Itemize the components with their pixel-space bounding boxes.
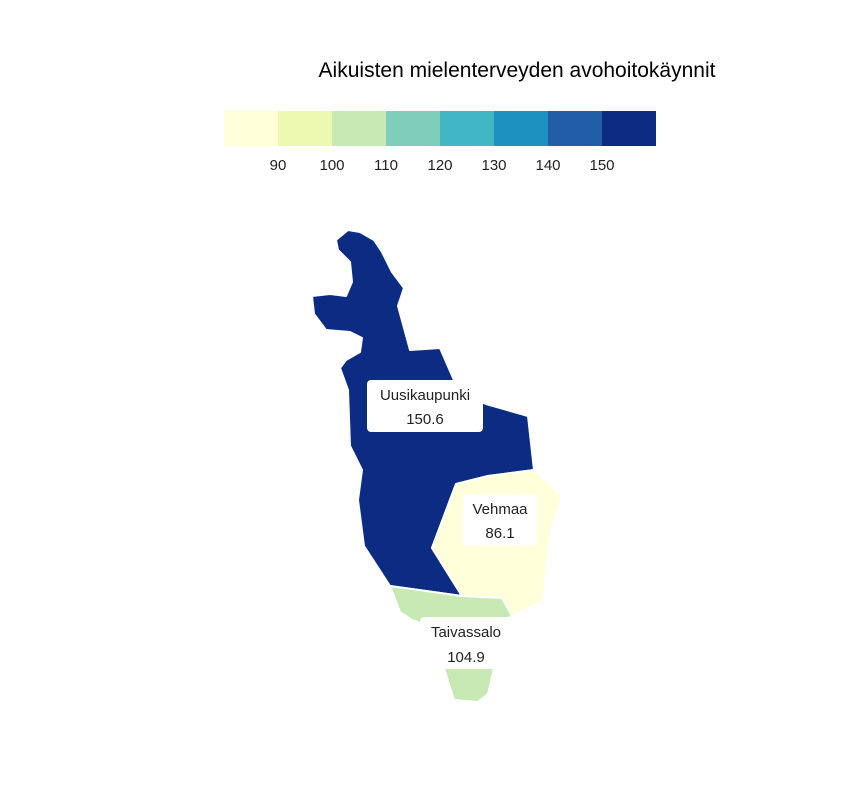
legend-swatch-8 bbox=[602, 111, 656, 146]
legend-swatch-5 bbox=[440, 111, 494, 146]
region-labels: Uusikaupunki 150.6 Vehmaa 86.1 Taivassal… bbox=[367, 380, 537, 669]
color-legend: 90 100 110 120 130 140 150 bbox=[224, 111, 656, 174]
region-value: 150.6 bbox=[406, 411, 444, 428]
legend-tick-label: 150 bbox=[589, 157, 614, 174]
legend-swatch-3 bbox=[332, 111, 386, 146]
label-uusikaupunki: Uusikaupunki 150.6 bbox=[367, 380, 483, 432]
map-title: Aikuisten mielenterveyden avohoitokäynni… bbox=[319, 59, 716, 82]
legend-tick-label: 120 bbox=[427, 157, 452, 174]
legend-tick-label: 90 bbox=[270, 157, 287, 174]
region-value: 104.9 bbox=[447, 649, 485, 666]
legend-swatch-6 bbox=[494, 111, 548, 146]
legend-swatch-1 bbox=[224, 111, 278, 146]
region-name: Taivassalo bbox=[431, 624, 501, 641]
region-name: Uusikaupunki bbox=[380, 387, 470, 404]
label-taivassalo: Taivassalo 104.9 bbox=[420, 617, 512, 669]
legend-tick-label: 100 bbox=[319, 157, 344, 174]
label-box bbox=[367, 380, 483, 432]
legend-tick-label: 130 bbox=[481, 157, 506, 174]
legend-swatch-4 bbox=[386, 111, 440, 146]
label-vehmaa: Vehmaa 86.1 bbox=[463, 494, 537, 546]
legend-swatch-7 bbox=[548, 111, 602, 146]
region-name: Vehmaa bbox=[472, 501, 528, 518]
region-value: 86.1 bbox=[485, 525, 514, 542]
legend-tick-label: 140 bbox=[535, 157, 560, 174]
legend-swatch-2 bbox=[278, 111, 332, 146]
label-box bbox=[463, 494, 537, 546]
legend-tick-label: 110 bbox=[374, 157, 398, 174]
label-box bbox=[420, 617, 512, 669]
